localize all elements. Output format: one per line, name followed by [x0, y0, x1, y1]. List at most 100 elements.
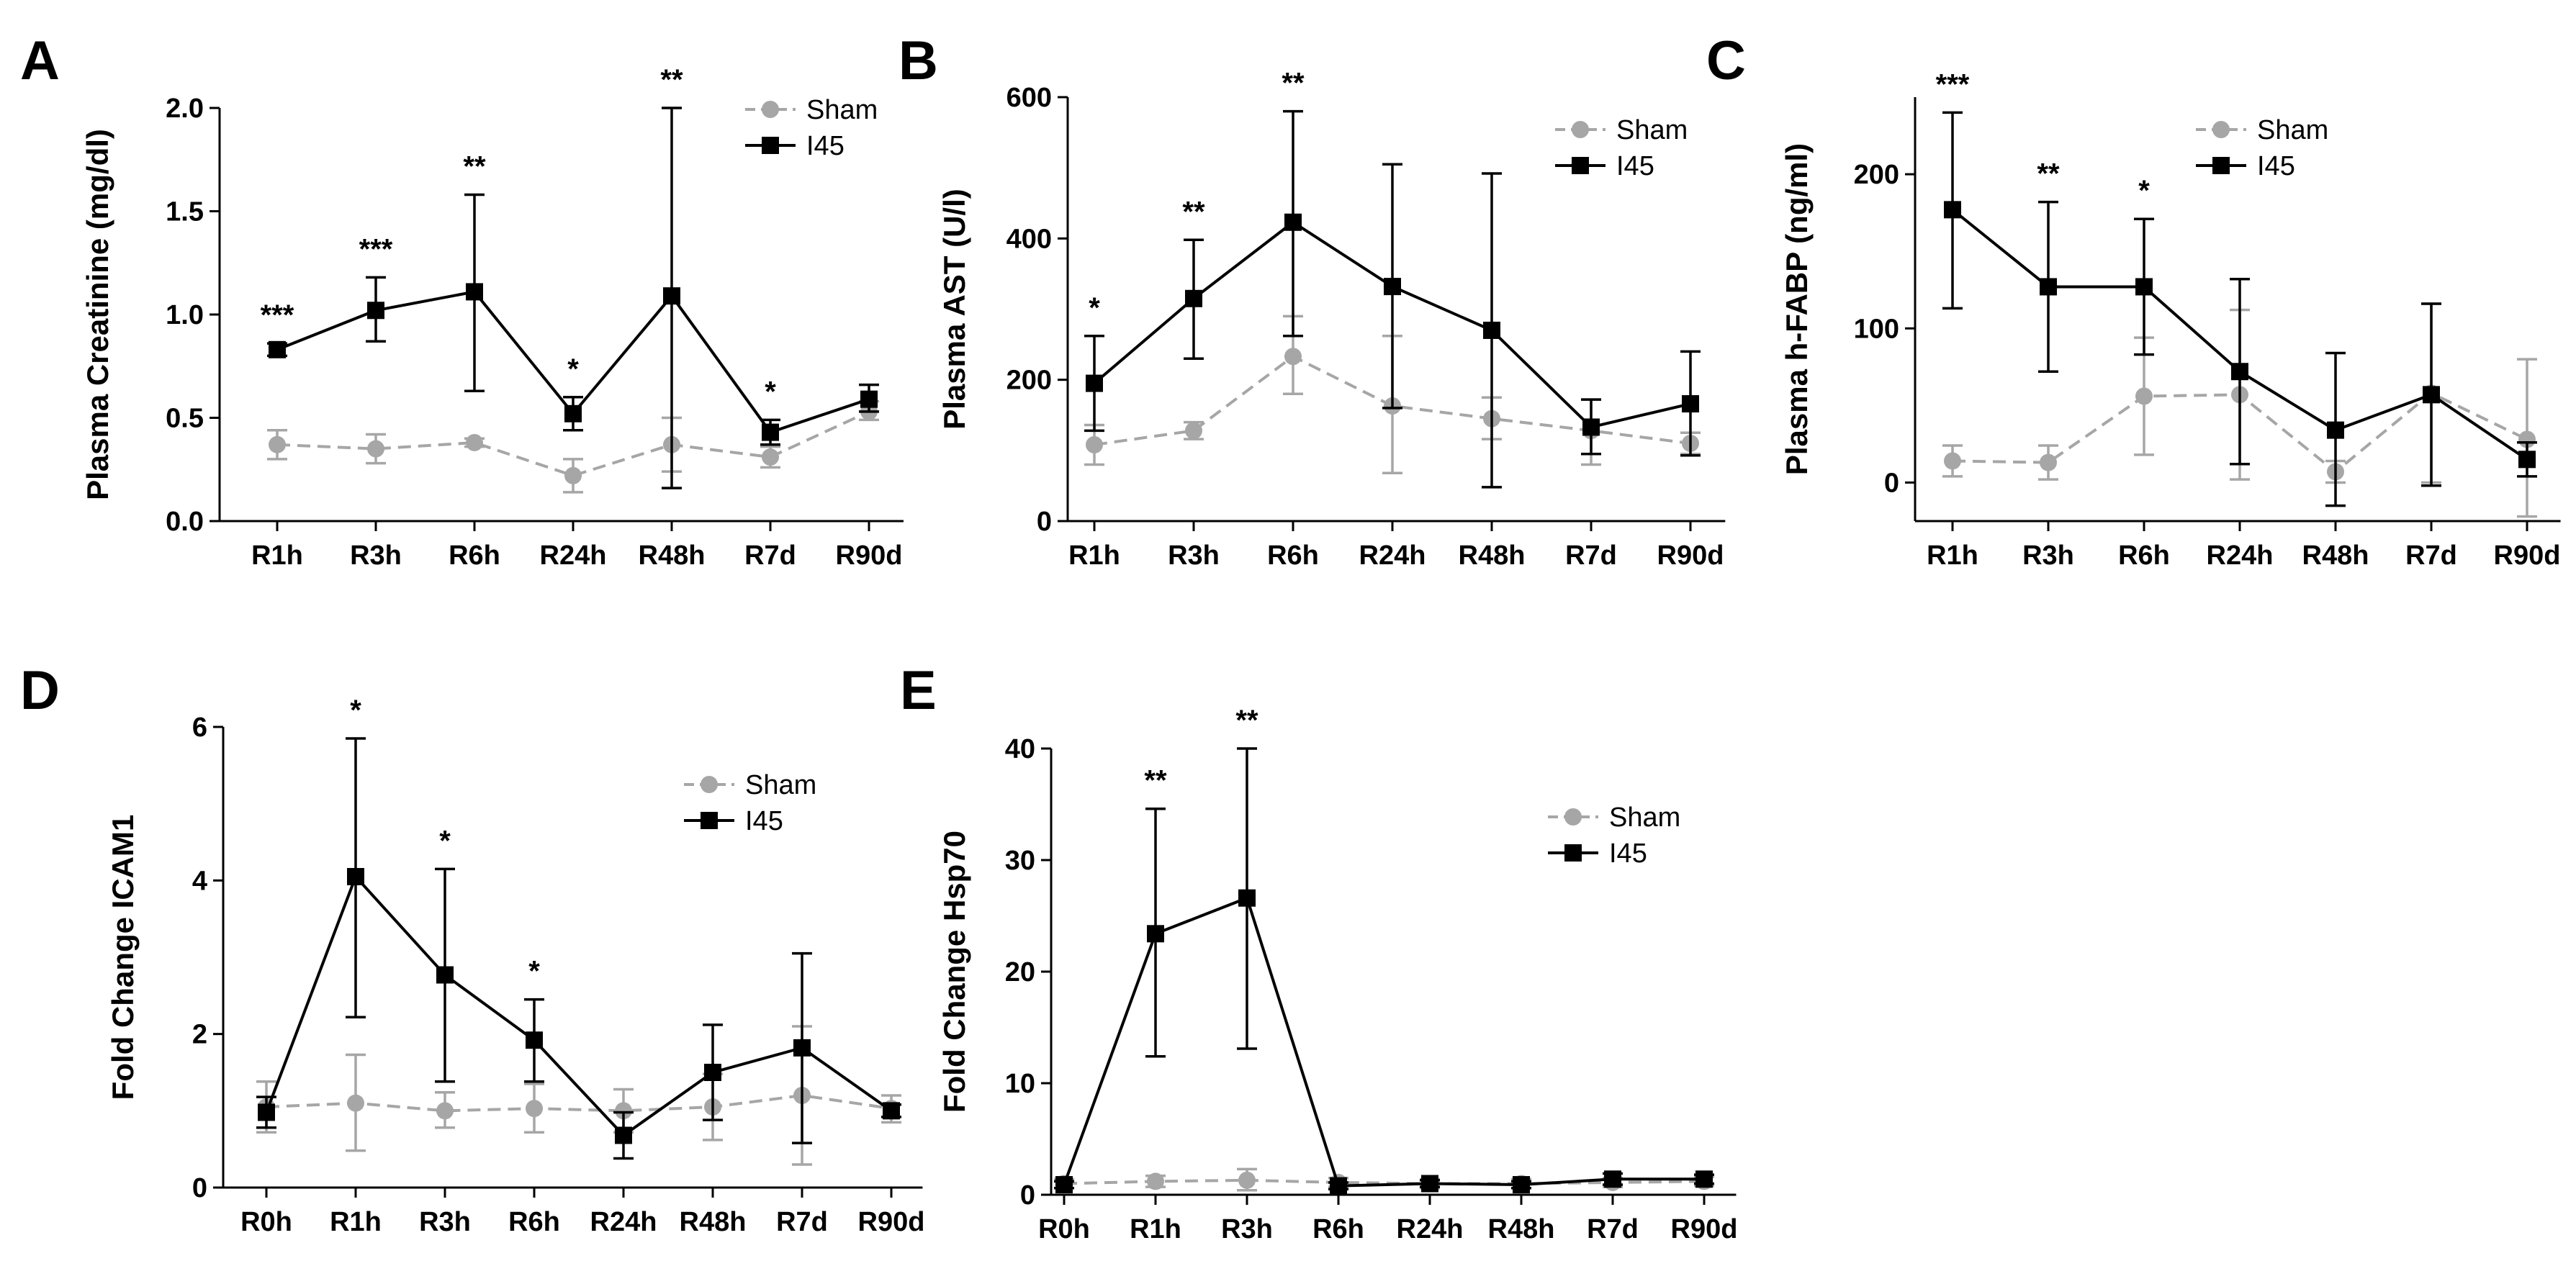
data-point	[564, 466, 582, 484]
x-tick-label: R1h	[251, 541, 303, 571]
y-axis-label: Plasma AST (U/l)	[937, 189, 971, 430]
significance-marker: ***	[1936, 68, 1970, 100]
chart-panel-c: C 0 100 200 R1h R3h R6h R24h R48h R7d R90d Plasma h…	[1706, 30, 2561, 571]
x-tick-label: R3h	[350, 541, 402, 571]
data-point	[663, 287, 680, 305]
data-point	[1185, 289, 1202, 307]
x-tick-label: R7d	[1587, 1214, 1639, 1244]
x-tick-label: R90d	[858, 1207, 925, 1237]
data-point	[526, 1100, 543, 1118]
panel-letter: D	[20, 660, 60, 721]
data-point	[1147, 1172, 1164, 1190]
y-tick-label: 0	[1037, 507, 1052, 537]
data-point	[1238, 1171, 1256, 1189]
panel-letter: B	[899, 30, 938, 91]
significance-marker: *	[1089, 292, 1100, 324]
legend-marker	[2212, 157, 2230, 174]
data-point	[1147, 925, 1164, 943]
data-point	[269, 340, 286, 358]
significance-marker: **	[1235, 705, 1258, 736]
y-tick-label: 10	[1005, 1069, 1035, 1099]
x-tick-label: R90d	[1657, 541, 1724, 571]
data-point	[2423, 386, 2440, 404]
significance-marker: **	[2037, 158, 2060, 190]
series-line	[265, 874, 893, 1138]
x-tick-label: R7d	[744, 541, 796, 571]
data-point	[347, 1094, 364, 1112]
legend-entry-sham: Sham	[2196, 115, 2328, 145]
x-tick-label: R48h	[1459, 541, 1526, 571]
legend-label: Sham	[2257, 115, 2328, 145]
x-tick-label: R48h	[2302, 541, 2369, 571]
series-i45	[256, 737, 901, 1160]
legend-marker	[701, 776, 718, 793]
y-tick-label: 200	[1006, 366, 1052, 396]
y-tick-label: 200	[1854, 160, 1899, 190]
x-tick-label: R6h	[1267, 541, 1319, 571]
significance-marker: **	[1144, 765, 1167, 797]
data-point	[793, 1039, 811, 1057]
y-tick-label: 400	[1006, 224, 1052, 254]
data-point	[1086, 435, 1103, 453]
data-point	[1682, 395, 1699, 413]
legend-label: Sham	[1609, 802, 1680, 833]
significance-marker: *	[350, 695, 361, 726]
y-axis-label: Fold Change ICAM1	[106, 815, 140, 1100]
y-tick-label: 6	[192, 713, 207, 743]
data-point	[347, 868, 364, 885]
y-tick-label: 4	[192, 866, 207, 896]
legend-marker	[762, 101, 779, 118]
series-line	[266, 1093, 892, 1113]
data-point	[1582, 418, 1600, 436]
data-point	[2135, 387, 2153, 405]
x-tick-label: R90d	[1671, 1214, 1738, 1244]
chart-panel-d: D 0 2 4 6 R0h R1h R3h R6h R24h R48h R7d R90d Fold Cha…	[20, 660, 924, 1237]
x-tick-label: R48h	[680, 1207, 747, 1237]
y-tick-label: 40	[1005, 734, 1035, 764]
data-point	[367, 302, 384, 320]
data-point	[269, 435, 286, 453]
legend-entry-i45: I45	[1555, 151, 1654, 181]
x-tick-label: R6h	[508, 1207, 560, 1237]
legend-entry-i45: I45	[1548, 838, 1647, 869]
series-sham	[267, 399, 879, 494]
legend-entry-sham: Sham	[1555, 115, 1688, 145]
data-point	[2040, 453, 2057, 471]
significance-marker: *	[2138, 175, 2150, 207]
legend-label: Sham	[745, 770, 816, 800]
legend-label: I45	[806, 131, 845, 161]
legend-label: I45	[1609, 838, 1647, 869]
data-point	[1944, 201, 1961, 219]
data-point	[526, 1031, 543, 1049]
x-tick-label: R24h	[2207, 541, 2274, 571]
legend-marker	[701, 812, 718, 829]
significance-marker: **	[660, 64, 683, 96]
legend-entry-sham: Sham	[1548, 802, 1680, 833]
legend-marker	[1572, 121, 1589, 138]
significance-marker: *	[567, 353, 579, 385]
legend-label: I45	[2257, 151, 2295, 181]
y-axis-label: Plasma Creatinine (mg/dl)	[81, 129, 114, 500]
legend-marker	[2212, 121, 2230, 138]
legend-entry-sham: Sham	[745, 95, 878, 125]
y-tick-label: 2.0	[166, 94, 204, 124]
x-tick-label: R48h	[1488, 1214, 1555, 1244]
significance-marker: *	[765, 376, 776, 407]
data-point	[762, 423, 779, 441]
data-point	[1284, 213, 1302, 231]
y-tick-label: 1.0	[166, 300, 204, 330]
x-tick-label: R0h	[240, 1207, 292, 1237]
panel-letter: E	[900, 660, 937, 721]
data-point	[564, 404, 582, 422]
legend-label: I45	[1616, 151, 1654, 181]
legend-marker	[1564, 844, 1582, 862]
significance-marker: **	[463, 151, 486, 183]
x-tick-label: R3h	[2022, 541, 2074, 571]
legend-label: I45	[745, 806, 783, 836]
data-point	[615, 1102, 632, 1120]
y-tick-label: 600	[1006, 83, 1052, 113]
data-point	[1086, 374, 1103, 392]
data-point	[1604, 1170, 1621, 1188]
series-sham	[256, 1025, 901, 1166]
legend-entry-i45: I45	[684, 806, 783, 836]
